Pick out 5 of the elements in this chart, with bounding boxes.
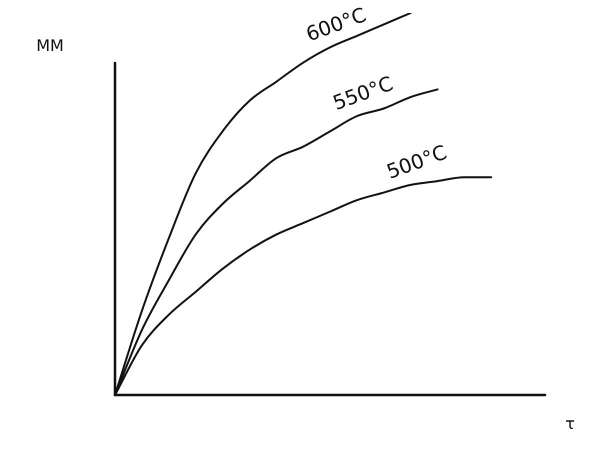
- text: 600°C: [302, 2, 370, 46]
- text: 550°C: [330, 71, 396, 115]
- x-axis-title: τ: [565, 414, 575, 434]
- text: 500°C: [383, 140, 450, 184]
- y-axis-title: MM: [36, 36, 64, 56]
